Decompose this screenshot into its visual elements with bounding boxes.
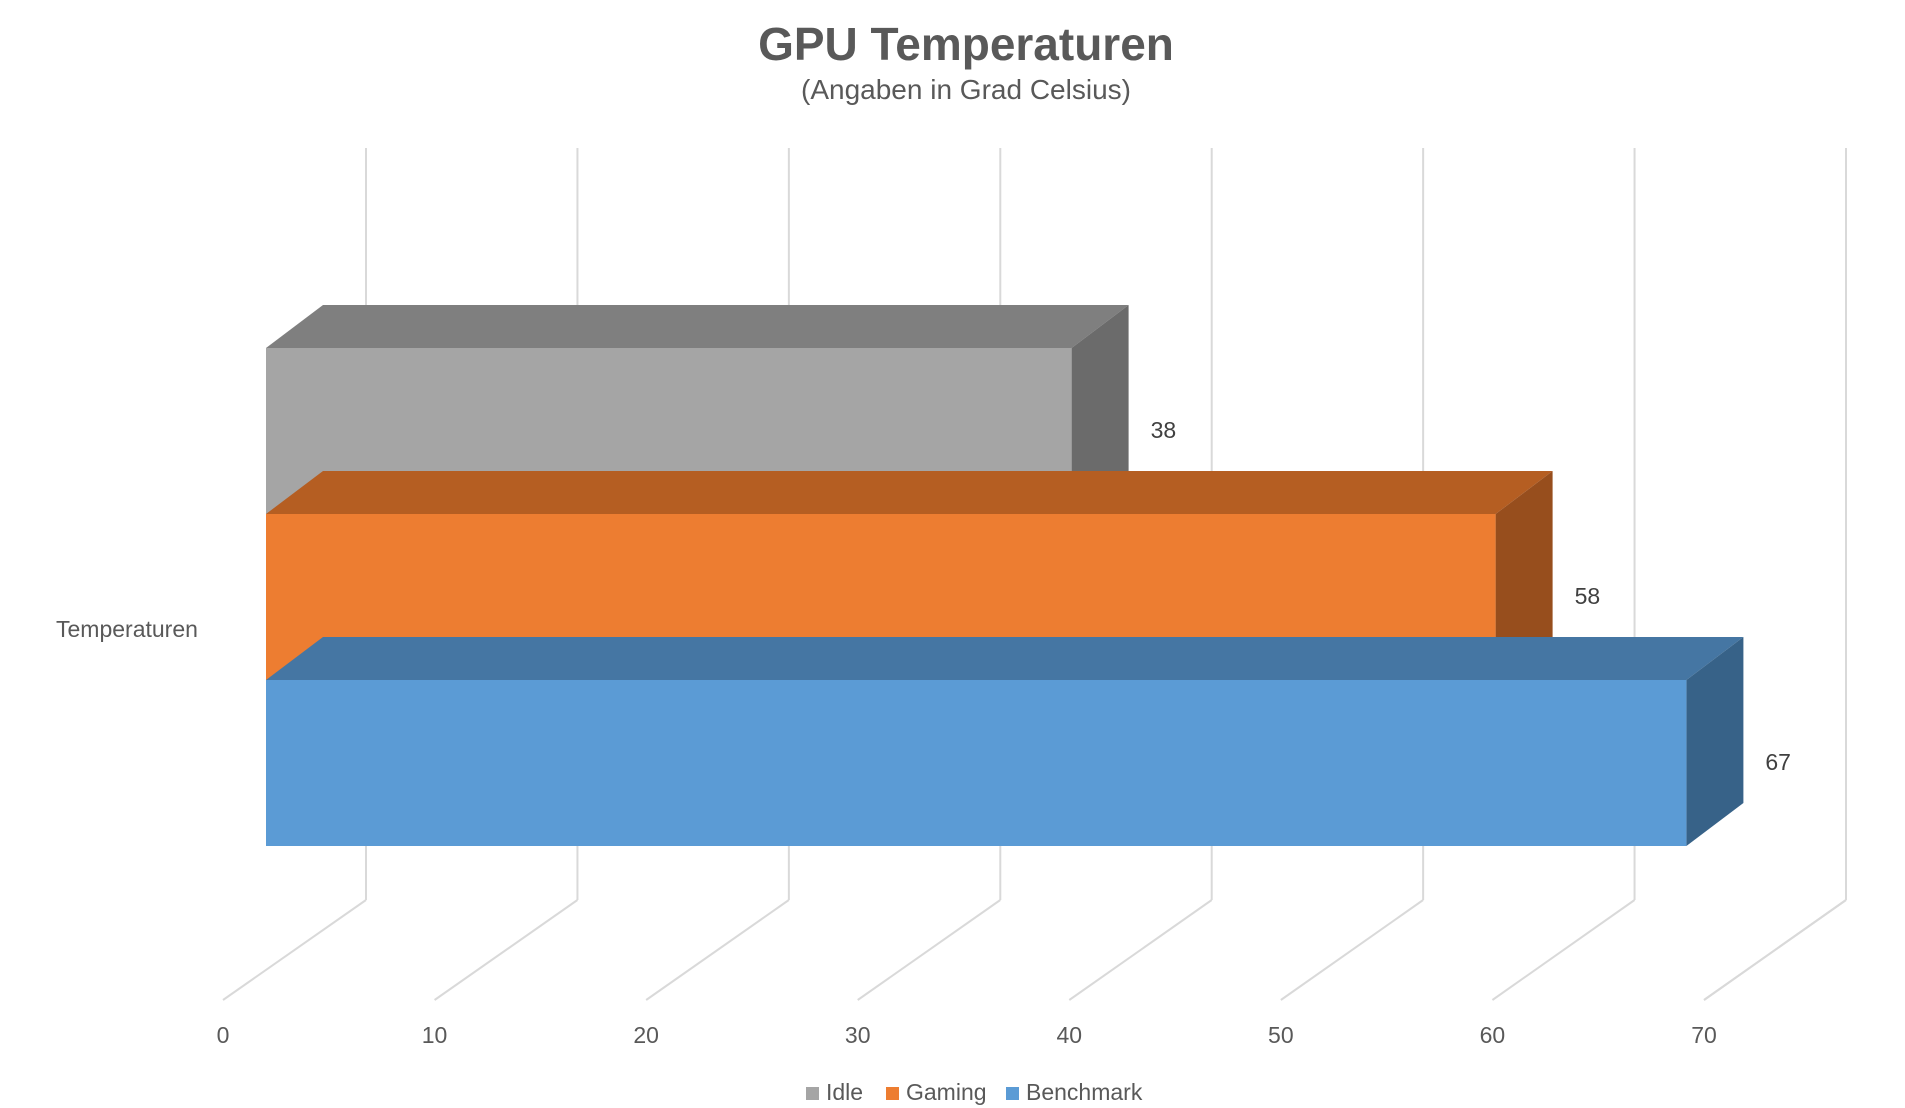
bar-side-benchmark xyxy=(1686,637,1744,846)
legend: Idle Gaming Benchmark xyxy=(806,1079,1143,1105)
floor-line-50 xyxy=(1280,899,1424,1001)
x-tick-label-0: 0 xyxy=(217,1022,230,1048)
floor-line-60 xyxy=(1491,899,1636,1001)
x-tick-label-10: 10 xyxy=(422,1022,448,1048)
x-tick-label-30: 30 xyxy=(845,1022,871,1048)
bars xyxy=(266,305,1744,846)
legend-label-benchmark: Benchmark xyxy=(1026,1079,1143,1105)
legend-label-gaming: Gaming xyxy=(906,1079,987,1105)
x-axis-ticks: 0 10 20 30 40 50 60 70 xyxy=(217,1022,1717,1048)
x-tick-label-50: 50 xyxy=(1268,1022,1294,1048)
data-label-gaming: 58 xyxy=(1575,583,1601,609)
bar-top-gaming xyxy=(266,471,1553,514)
floor-line-10 xyxy=(433,899,579,1001)
legend-swatch-benchmark xyxy=(1006,1087,1019,1100)
legend-label-idle: Idle xyxy=(826,1079,863,1105)
legend-swatch-gaming xyxy=(886,1087,899,1100)
bar-side-gaming xyxy=(1495,471,1553,680)
floor-line-edge xyxy=(1703,899,1847,1001)
legend-swatch-idle xyxy=(806,1087,819,1100)
floor-line-0 xyxy=(222,899,367,1001)
category-label: Temperaturen xyxy=(56,616,198,642)
data-labels: 38 58 67 xyxy=(1151,417,1791,775)
bar-top-idle xyxy=(266,305,1129,348)
bar-side-idle xyxy=(1071,305,1129,514)
bar-benchmark xyxy=(266,680,1687,846)
chart-subtitle: (Angaben in Grad Celsius) xyxy=(801,74,1131,105)
x-tick-label-70: 70 xyxy=(1691,1022,1717,1048)
floor-line-40 xyxy=(1068,899,1213,1001)
x-tick-label-20: 20 xyxy=(633,1022,659,1048)
x-tick-label-60: 60 xyxy=(1480,1022,1506,1048)
chart-title: GPU Temperaturen xyxy=(758,18,1174,70)
data-label-idle: 38 xyxy=(1151,417,1177,443)
x-tick-label-40: 40 xyxy=(1056,1022,1082,1048)
bar-top-benchmark xyxy=(266,637,1744,680)
floor-line-30 xyxy=(857,899,1001,1001)
data-label-benchmark: 67 xyxy=(1765,749,1791,775)
floor-line-20 xyxy=(645,899,790,1001)
